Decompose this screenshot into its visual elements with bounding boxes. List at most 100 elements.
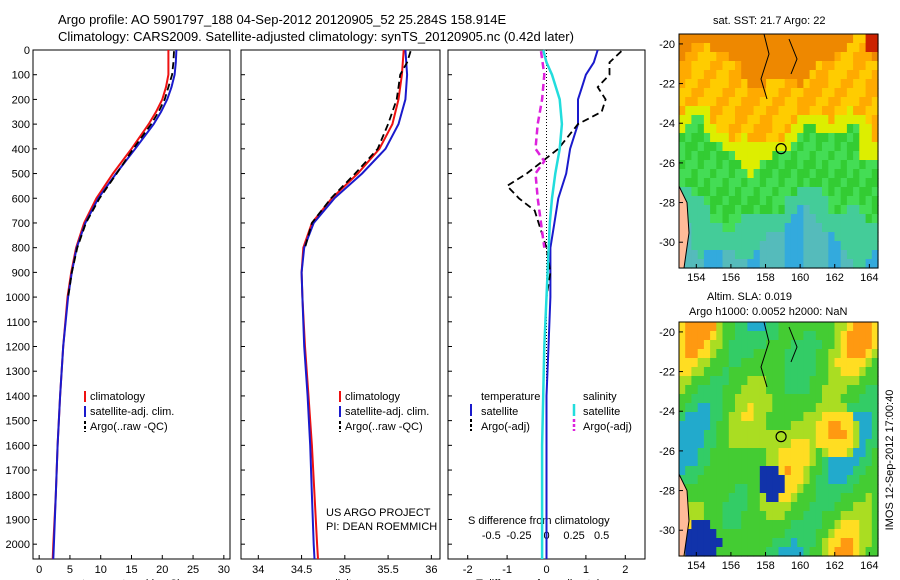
map-cell (753, 34, 761, 44)
depth-tick-label: 1600 (6, 440, 30, 452)
map-cell (871, 538, 879, 548)
map-cell (716, 196, 724, 206)
map-cell (772, 169, 780, 179)
map-cell (766, 232, 773, 242)
map-cell (759, 358, 767, 368)
map-cell (790, 169, 798, 179)
map-cell (871, 457, 879, 467)
map-cell (703, 232, 711, 242)
map-cell (747, 160, 755, 170)
map-cell (784, 142, 792, 152)
map-cell (759, 538, 767, 548)
map-cell (759, 430, 767, 440)
map-cell (747, 61, 755, 71)
map-cell (834, 502, 842, 512)
map-cell (803, 367, 811, 377)
map-cell (772, 322, 780, 332)
map-cell (716, 70, 724, 80)
map-cell (834, 511, 842, 521)
map-cell (828, 151, 836, 161)
map-cell (778, 133, 786, 143)
map-cell (753, 88, 761, 98)
map-cell (828, 547, 836, 557)
map-cell (815, 88, 823, 98)
temperature-difference-tick-label: -1 (502, 564, 512, 576)
map-cell (716, 223, 724, 233)
map-cell (846, 232, 854, 242)
map-cell (865, 448, 873, 458)
map-cell (859, 115, 867, 125)
map-cell (809, 502, 817, 512)
map-cell (865, 151, 873, 161)
map-cell (735, 187, 742, 197)
map-cell (815, 115, 823, 125)
map-cell (685, 151, 692, 161)
map-cell (859, 475, 867, 485)
map-cell (828, 349, 836, 359)
map-cell (753, 340, 761, 350)
map-cell (772, 511, 780, 521)
map-cell (828, 502, 836, 512)
map-cell (691, 376, 699, 386)
map-cell (728, 151, 736, 161)
map-cell (679, 52, 686, 62)
map-cell (735, 412, 742, 422)
map-cell (703, 511, 711, 521)
map-cell (803, 223, 811, 233)
map-cell (778, 178, 786, 188)
map-cell (865, 349, 873, 359)
map-cell (685, 385, 692, 395)
map-cell (697, 322, 705, 332)
map-cell (759, 331, 767, 341)
map-cell (815, 430, 823, 440)
map-cell (759, 520, 767, 530)
map-cell (822, 547, 829, 557)
map-cell (859, 79, 867, 89)
map-cell (772, 538, 780, 548)
map-cell (716, 214, 724, 224)
map-cell (834, 547, 842, 557)
map-cell (728, 412, 736, 422)
map-cell (865, 412, 873, 422)
map-cell (778, 421, 786, 431)
map-cell (834, 466, 842, 476)
map-cell (784, 214, 792, 224)
map-cell (822, 187, 829, 197)
map-cell (778, 322, 786, 332)
map-cell (722, 259, 730, 269)
map-cell (797, 394, 804, 404)
map-cell (778, 511, 786, 521)
map-cell (735, 142, 742, 152)
map-cell (803, 421, 811, 431)
map-cell (697, 133, 705, 143)
map-latitude-tick-label: -26 (659, 446, 675, 458)
map-cell (853, 178, 860, 188)
map-cell (846, 259, 854, 269)
temperature-tick-label: 15 (125, 564, 137, 576)
map-cell (728, 358, 736, 368)
depth-tick-label: 1500 (6, 416, 30, 428)
map-cell (766, 340, 773, 350)
map-cell (809, 466, 817, 476)
map-cell (822, 538, 829, 548)
map-cell (691, 439, 699, 449)
map-cell (766, 79, 773, 89)
map-cell (871, 385, 879, 395)
map-cell (716, 403, 724, 413)
map-cell (685, 160, 692, 170)
temperature-difference-tick-label: 2 (622, 564, 628, 576)
map-cell (853, 502, 860, 512)
map-cell (871, 106, 879, 116)
map-cell (853, 448, 860, 458)
map-cell (685, 529, 692, 539)
map-cell (840, 61, 848, 71)
map-cell (735, 133, 742, 143)
map-cell (784, 97, 792, 107)
map-cell (809, 412, 817, 422)
map-cell (834, 322, 842, 332)
map-cell (766, 430, 773, 440)
map-cell (865, 97, 873, 107)
map-cell (797, 160, 804, 170)
map-cell (722, 70, 730, 80)
map-cell (679, 34, 686, 44)
